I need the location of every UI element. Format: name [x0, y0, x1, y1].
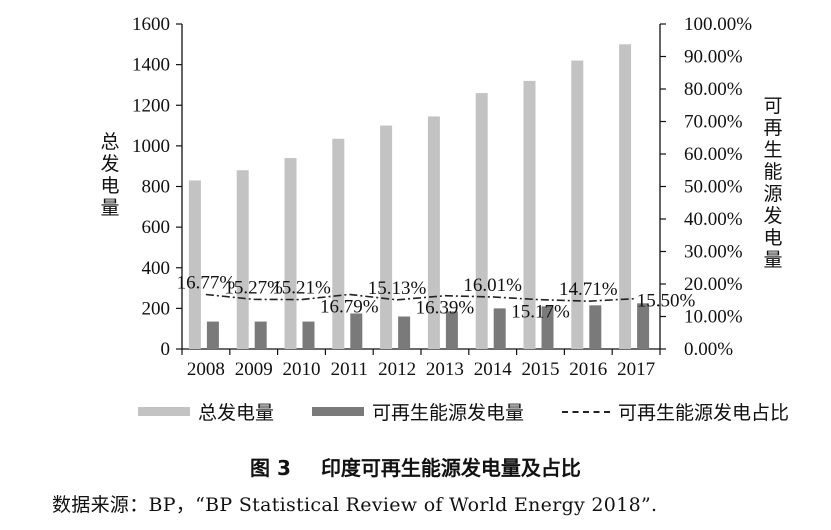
bar-renewable-2017: [637, 303, 650, 349]
bar-total-2015: [523, 80, 536, 349]
ratio-data-label: 16.79%: [320, 296, 379, 317]
left-tick-label: 200: [142, 298, 171, 319]
left-tick-label: 1400: [132, 55, 170, 76]
bar-renewable-2011: [350, 313, 363, 349]
right-axis-title-char: 可: [763, 95, 782, 117]
right-tick-label: 50.00%: [684, 177, 743, 198]
left-axis-title-char: 发: [100, 153, 119, 175]
right-axis-title: 可再生能源发电量: [763, 95, 782, 271]
left-tick-label: 1600: [132, 14, 170, 35]
bar-renewable-2014: [493, 308, 506, 349]
left-axis-title-char: 电: [100, 175, 119, 197]
right-axis-title-char: 生: [763, 139, 782, 161]
ratio-data-label: 15.21%: [272, 278, 331, 299]
bar-renewable-2009: [254, 321, 267, 349]
ratio-line: [205, 293, 637, 302]
bar-total-2009: [236, 170, 249, 349]
chart-area: 16.77%15.27%15.21%16.79%15.13%16.39%16.0…: [100, 14, 782, 380]
right-axis-title-char: 再: [763, 117, 782, 139]
plot-area: 16.77%15.27%15.21%16.79%15.13%16.39%16.0…: [177, 24, 696, 350]
bar-total-2017: [619, 44, 632, 349]
right-tick-label: 30.00%: [684, 242, 743, 263]
right-tick-label: 60.00%: [684, 144, 743, 165]
bar-total-2012: [380, 125, 393, 349]
figure-caption: 图 3 印度可再生能源发电量及占比: [0, 452, 831, 481]
right-tick-label: 10.00%: [684, 307, 743, 328]
ratio-data-label: 15.17%: [511, 302, 570, 323]
legend-swatch-total: [138, 407, 190, 416]
x-tick-label: 2014: [474, 359, 513, 380]
x-tick-label: 2017: [617, 359, 655, 380]
figure-title: 印度可再生能源发电量及占比: [320, 456, 581, 480]
legend-label-renewable: 可再生能源发电量: [372, 402, 525, 424]
left-tick-label: 800: [142, 177, 171, 198]
legend-label-total: 总发电量: [198, 402, 275, 424]
legend-swatch-ratio: [562, 410, 611, 413]
legend: 总发电量 可再生能源发电量 可再生能源发电占比: [138, 398, 789, 425]
left-tick-label: 400: [142, 258, 171, 279]
right-tick-label: 70.00%: [684, 112, 743, 133]
x-tick-label: 2016: [569, 359, 607, 380]
bar-total-2011: [332, 138, 345, 349]
right-axis-title-char: 能: [763, 161, 782, 183]
right-tick-label: 20.00%: [684, 274, 743, 295]
x-axis-ticks: 2008 2009 2010 2011 2012 2013 2014 2015 2016 2017: [181, 349, 661, 380]
figure-number: 图 3: [250, 456, 291, 480]
bar-total-2008: [188, 180, 201, 349]
bar-total-2010: [284, 158, 297, 349]
ratio-data-label: 16.39%: [416, 298, 475, 319]
bar-renewable-2010: [302, 321, 315, 349]
ratio-data-label: 15.13%: [368, 278, 427, 299]
ratio-data-label: 14.71%: [559, 279, 618, 300]
left-tick-label: 1000: [132, 136, 170, 157]
right-tick-label: 90.00%: [684, 47, 743, 68]
x-tick-label: 2009: [235, 359, 273, 380]
left-tick-label: 600: [142, 217, 171, 238]
right-axis-title-char: 量: [763, 249, 782, 271]
right-tick-label: 100.00%: [684, 14, 752, 35]
bar-renewable-2008: [206, 321, 219, 349]
ratio-data-label: 15.27%: [224, 277, 283, 298]
bar-renewable-2016: [589, 305, 602, 349]
bar-renewable-2012: [398, 316, 411, 349]
legend-label-ratio: 可再生能源发电占比: [618, 402, 790, 424]
legend-item-total: 总发电量: [138, 398, 274, 425]
x-tick-label: 2011: [331, 359, 368, 380]
bar-renewable-2015: [541, 306, 554, 349]
left-axis-title-char: 总: [100, 131, 119, 153]
data-source-note: 数据来源：BP，“BP Statistical Review of World …: [52, 494, 658, 516]
x-tick-label: 2012: [378, 359, 416, 380]
x-tick-label: 2008: [187, 359, 225, 380]
right-axis-ticks: 0.00% 10.00% 20.00% 30.00% 40.00% 50.00% 60.00…: [660, 14, 752, 360]
legend-item-ratio: 可再生能源发电占比: [562, 398, 789, 425]
bar-total-2014: [475, 93, 488, 349]
bar-total-2013: [427, 116, 440, 349]
left-axis-title: 总发电量: [100, 131, 119, 219]
x-tick-label: 2010: [283, 359, 321, 380]
left-tick-label: 1200: [132, 95, 170, 116]
legend-swatch-renewable: [312, 407, 365, 416]
left-tick-label: 0: [161, 339, 171, 360]
ratio-data-label: 15.50%: [637, 291, 696, 312]
ratio-data-label: 16.77%: [177, 272, 236, 293]
right-tick-label: 0.00%: [684, 339, 733, 360]
left-axis-title-char: 量: [100, 197, 119, 219]
right-tick-label: 40.00%: [684, 209, 743, 230]
bar-total-2016: [571, 60, 584, 349]
ratio-data-label: 16.01%: [463, 275, 522, 296]
x-tick-label: 2013: [426, 359, 464, 380]
bar-renewable-2013: [445, 311, 458, 349]
right-axis-title-char: 发: [763, 205, 782, 227]
right-axis-title-char: 源: [763, 183, 782, 205]
right-tick-label: 80.00%: [684, 79, 743, 100]
x-tick-label: 2015: [522, 359, 560, 380]
left-axis-ticks: 0 200 400 600 800 1000 1200 1400 1600: [132, 14, 182, 360]
legend-item-renewable: 可再生能源发电量: [312, 398, 524, 425]
right-axis-title-char: 电: [763, 227, 782, 249]
